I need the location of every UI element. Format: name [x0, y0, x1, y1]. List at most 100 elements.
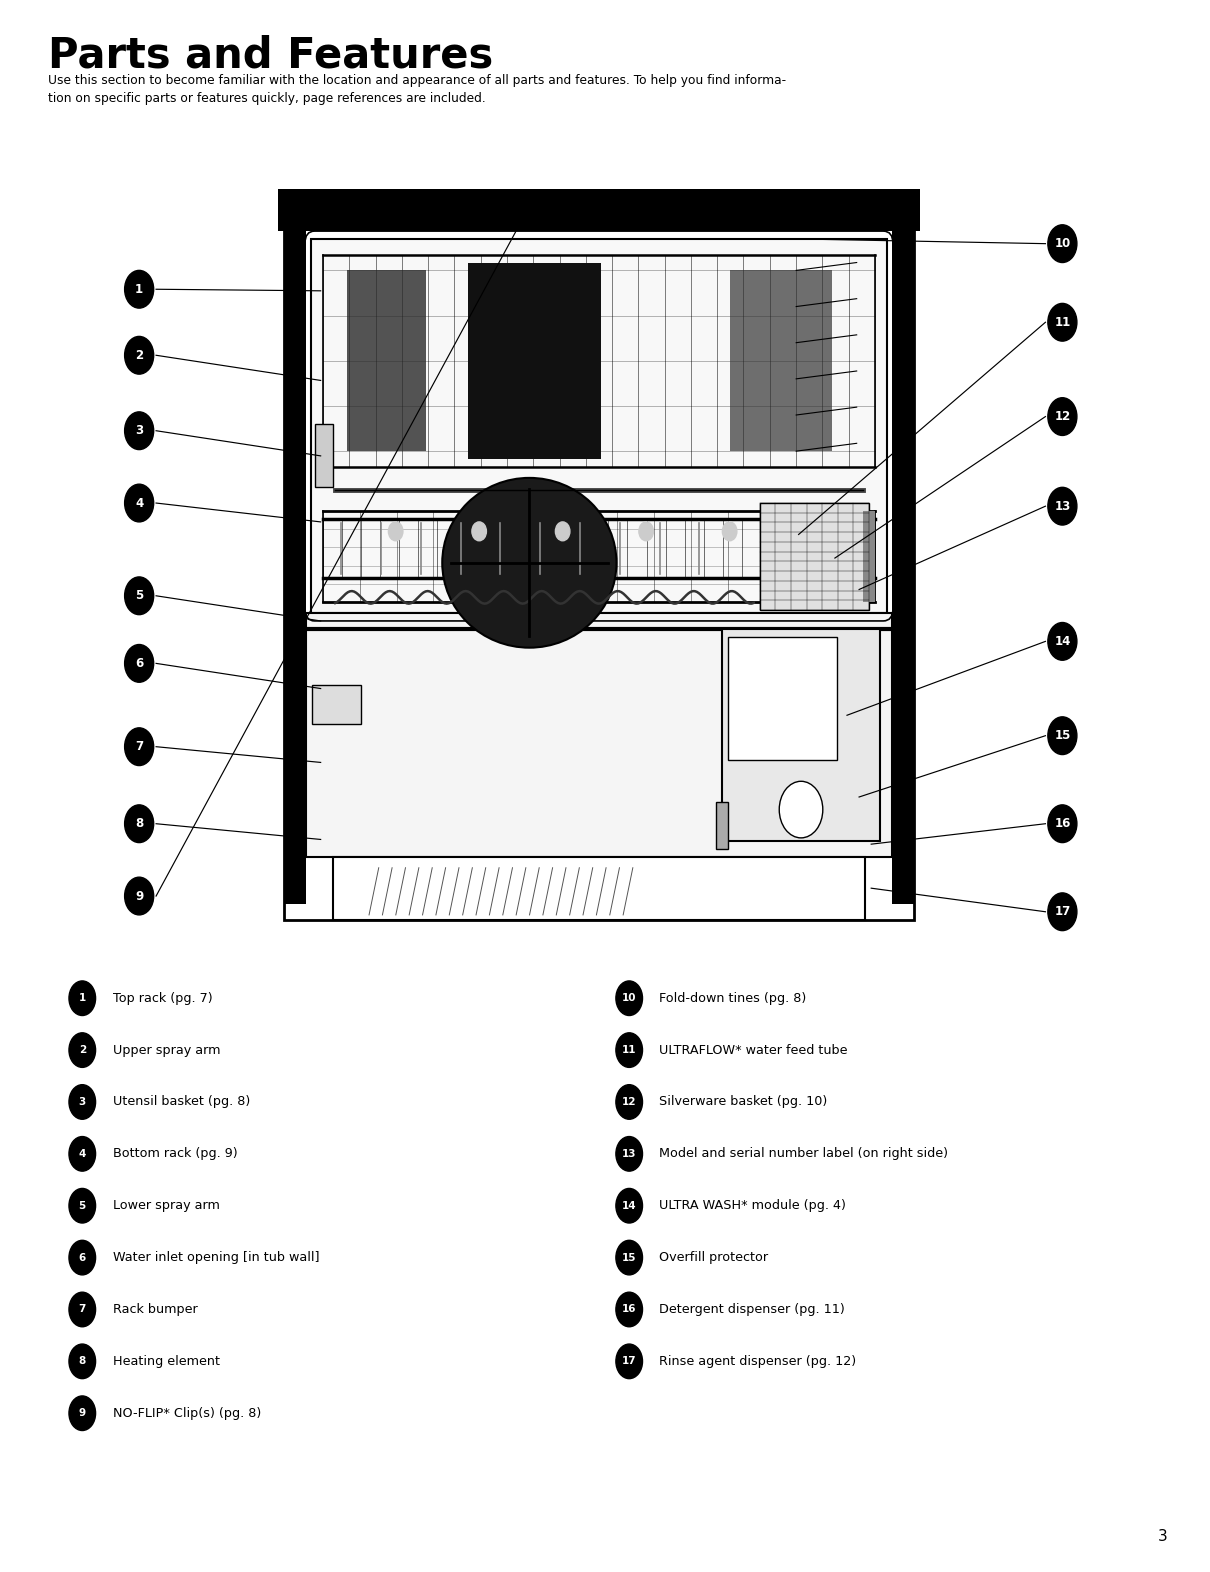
- Text: 7: 7: [79, 1305, 86, 1314]
- Circle shape: [125, 877, 154, 915]
- Text: 13: 13: [1054, 500, 1071, 512]
- Text: 9: 9: [79, 1409, 86, 1418]
- Text: 3: 3: [1158, 1528, 1168, 1544]
- Bar: [468, 263, 601, 459]
- Circle shape: [1048, 717, 1077, 755]
- Circle shape: [125, 577, 154, 615]
- Text: 5: 5: [136, 590, 143, 602]
- Circle shape: [639, 522, 653, 541]
- Bar: [728, 637, 837, 761]
- Bar: [284, 196, 914, 920]
- Bar: [284, 231, 306, 904]
- Text: Top rack (pg. 7): Top rack (pg. 7): [113, 992, 212, 1005]
- Text: ULTRA WASH* module (pg. 4): ULTRA WASH* module (pg. 4): [659, 1199, 846, 1212]
- Circle shape: [69, 981, 96, 1016]
- Circle shape: [1048, 805, 1077, 843]
- Bar: [892, 231, 914, 904]
- Circle shape: [1048, 893, 1077, 931]
- Text: 4: 4: [79, 1149, 86, 1159]
- Circle shape: [1048, 225, 1077, 263]
- Circle shape: [125, 728, 154, 766]
- Text: 6: 6: [136, 657, 143, 670]
- Text: NO-FLIP* Clip(s) (pg. 8): NO-FLIP* Clip(s) (pg. 8): [113, 1407, 261, 1420]
- Text: Water inlet opening [in tub wall]: Water inlet opening [in tub wall]: [113, 1251, 319, 1264]
- Text: Rinse agent dispenser (pg. 12): Rinse agent dispenser (pg. 12): [659, 1355, 857, 1368]
- Circle shape: [125, 270, 154, 308]
- Bar: [347, 270, 426, 451]
- Circle shape: [125, 805, 154, 843]
- Bar: [312, 685, 361, 725]
- Circle shape: [125, 484, 154, 522]
- Text: 1: 1: [79, 994, 86, 1003]
- Text: Heating element: Heating element: [113, 1355, 219, 1368]
- Text: 8: 8: [136, 817, 143, 830]
- Circle shape: [125, 412, 154, 450]
- Bar: [863, 511, 875, 602]
- Bar: [315, 424, 333, 487]
- Circle shape: [69, 1188, 96, 1223]
- Circle shape: [616, 1188, 643, 1223]
- Bar: [311, 239, 887, 613]
- Circle shape: [616, 1292, 643, 1327]
- Bar: [722, 629, 880, 841]
- Bar: [333, 857, 865, 920]
- Text: 16: 16: [622, 1305, 636, 1314]
- Circle shape: [388, 522, 403, 541]
- Circle shape: [555, 522, 570, 541]
- Circle shape: [1048, 398, 1077, 435]
- Circle shape: [1048, 303, 1077, 341]
- Text: 11: 11: [622, 1045, 636, 1055]
- Circle shape: [616, 1085, 643, 1119]
- Text: Upper spray arm: Upper spray arm: [113, 1044, 220, 1056]
- Circle shape: [616, 1344, 643, 1379]
- Bar: [278, 189, 920, 231]
- Text: Bottom rack (pg. 9): Bottom rack (pg. 9): [113, 1148, 237, 1160]
- Bar: [760, 503, 869, 610]
- Text: 1: 1: [136, 283, 143, 296]
- Text: ULTRAFLOW* water feed tube: ULTRAFLOW* water feed tube: [659, 1044, 848, 1056]
- Text: Lower spray arm: Lower spray arm: [113, 1199, 219, 1212]
- Circle shape: [69, 1137, 96, 1171]
- Bar: [306, 613, 892, 857]
- Text: Use this section to become familiar with the location and appearance of all part: Use this section to become familiar with…: [48, 74, 786, 105]
- Text: 4: 4: [136, 497, 143, 509]
- Ellipse shape: [443, 478, 616, 648]
- Text: 8: 8: [79, 1357, 86, 1366]
- Circle shape: [69, 1344, 96, 1379]
- Circle shape: [69, 1033, 96, 1067]
- Circle shape: [779, 781, 823, 838]
- Circle shape: [1048, 487, 1077, 525]
- Text: 13: 13: [622, 1149, 636, 1159]
- Text: 10: 10: [1054, 237, 1071, 250]
- Text: 3: 3: [79, 1097, 86, 1107]
- Text: 14: 14: [1054, 635, 1071, 648]
- Text: Overfill protector: Overfill protector: [659, 1251, 768, 1264]
- Text: 14: 14: [622, 1201, 636, 1210]
- Text: 11: 11: [1054, 316, 1071, 329]
- Text: 17: 17: [1054, 905, 1071, 918]
- Text: 7: 7: [136, 740, 143, 753]
- Circle shape: [69, 1292, 96, 1327]
- Text: 9: 9: [136, 890, 143, 902]
- Text: Fold-down tines (pg. 8): Fold-down tines (pg. 8): [659, 992, 807, 1005]
- Circle shape: [125, 645, 154, 682]
- Text: 15: 15: [622, 1253, 636, 1262]
- Text: 5: 5: [79, 1201, 86, 1210]
- Circle shape: [616, 1240, 643, 1275]
- Text: Detergent dispenser (pg. 11): Detergent dispenser (pg. 11): [659, 1303, 846, 1316]
- Text: 10: 10: [622, 994, 636, 1003]
- Text: Utensil basket (pg. 8): Utensil basket (pg. 8): [113, 1096, 249, 1108]
- Text: 12: 12: [622, 1097, 636, 1107]
- Circle shape: [616, 1137, 643, 1171]
- Text: 16: 16: [1054, 817, 1071, 830]
- Text: 17: 17: [622, 1357, 636, 1366]
- Circle shape: [616, 981, 643, 1016]
- Circle shape: [69, 1240, 96, 1275]
- Circle shape: [616, 1033, 643, 1067]
- Text: Model and serial number label (on right side): Model and serial number label (on right …: [659, 1148, 949, 1160]
- Bar: [716, 802, 728, 849]
- Bar: [730, 270, 832, 451]
- Circle shape: [69, 1085, 96, 1119]
- Text: 15: 15: [1054, 729, 1071, 742]
- Text: 6: 6: [79, 1253, 86, 1262]
